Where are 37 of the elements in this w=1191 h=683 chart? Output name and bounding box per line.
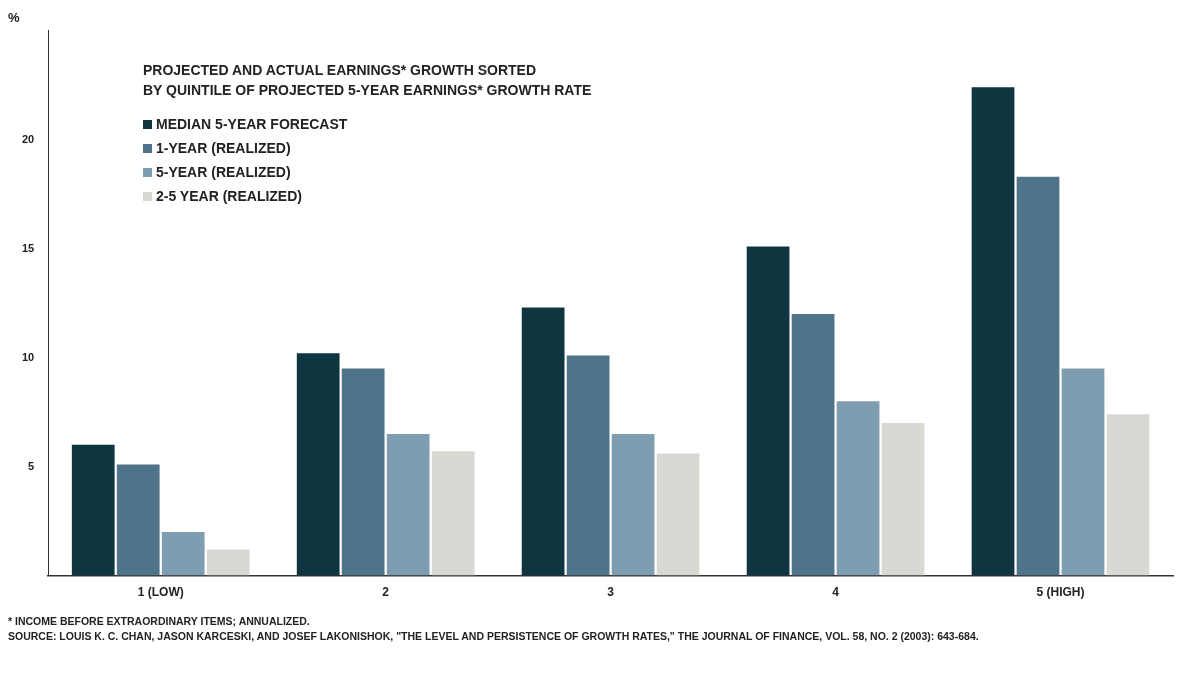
y-tick-label: 5 [28,459,35,472]
bar [881,423,925,576]
bar [791,314,835,576]
bar [1061,368,1105,576]
bar [206,549,250,576]
text: * INCOME BEFORE EXTRAORDINARY ITEMS; ANNUALIZED. [8,614,311,629]
y-tick-label: 20 [21,132,35,145]
source-note: SOURCE: LOUIS K. C. CHAN, JASON KARCESKI, AND JOSEF LAKONISHOK, "THE LEVEL AND PERSISTENCE OF GROWTH RATES," THE JOURNAL OF FINANCE, VOL. 58, NO. 2 (2003): 643-684. [8,629,980,644]
bar [116,464,160,576]
bar [971,87,1015,576]
y-tick-label: 15 [21,241,35,254]
bar [386,433,430,576]
bar [746,246,790,576]
bar [71,444,115,576]
x-tick-label: 5 (HIGH) [1036,585,1085,600]
bar [1106,414,1150,576]
text: PROJECTED AND ACTUAL EARNINGS* GROWTH SORTED BY QUINTILE OF PROJECTED 5-YEAR EARNINGS* GROWTH RATE [143,61,592,100]
bar [566,355,610,576]
bar [656,453,700,576]
legend-label: 2-5 YEAR (REALIZED) [156,187,302,206]
bar [341,368,385,576]
x-tick-label: 1 (LOW) [137,585,184,600]
x-tick-label: 4 [832,585,840,600]
bar [611,433,655,576]
x-tick-label: 2 [382,585,390,600]
bar [431,451,475,576]
legend-label: MEDIAN 5-YEAR FORECAST [156,115,348,134]
bar [296,353,340,576]
bar [836,401,880,576]
x-tick-label: 3 [607,585,615,600]
bar [161,532,205,576]
y-tick-label: 10 [21,350,35,363]
bar [1016,176,1060,576]
bar [521,307,565,576]
legend-label: 1-YEAR (REALIZED) [156,139,291,158]
y-axis-title: % [8,10,20,25]
legend-label: 5-YEAR (REALIZED) [156,163,291,182]
